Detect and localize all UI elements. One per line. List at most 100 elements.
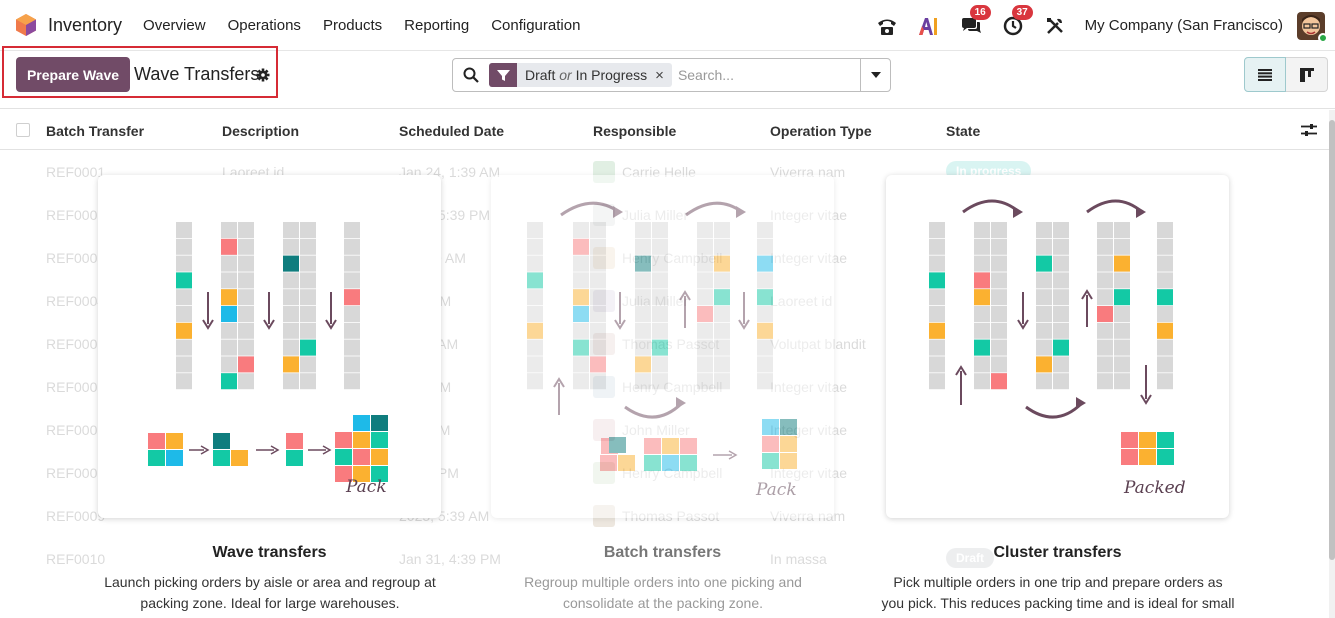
page-title: Wave Transfers [134,64,260,84]
col-scheduled-date[interactable]: Scheduled Date [399,123,505,139]
shelf-cell [652,356,668,373]
search-options-toggle[interactable] [860,59,890,91]
arrow-head-icon [1013,206,1023,218]
curved-arrow-icon [1025,401,1084,419]
shelf-cell [238,339,254,356]
caret-down-icon [870,72,881,78]
col-batch-transfer[interactable]: Batch Transfer [46,123,145,139]
item-box [1053,339,1069,356]
shelf-cell [1097,272,1113,289]
item-box [757,289,773,306]
shelf-cell [590,373,606,390]
scroll-thumb[interactable] [1329,120,1335,560]
shelf-cell [652,373,668,390]
arrow-head-icon [200,445,210,455]
shelf-cell [929,289,945,306]
shelf-cell [344,356,360,373]
company-switcher[interactable]: My Company (San Francisco) [1084,17,1283,34]
list-view-icon[interactable] [1244,57,1286,92]
search-icon[interactable] [463,67,479,83]
arrow-head-icon [738,319,750,330]
item-box [1114,289,1130,306]
arrow-head-icon [614,319,626,330]
shelf-cell [221,322,237,339]
shelf-cell [1097,356,1113,373]
shelf-cell [221,339,237,356]
item-box [590,356,606,373]
package-box [286,433,303,449]
batch-transfers-description: Regroup multiple orders into one picking… [463,572,863,614]
shelf-cell [974,238,990,255]
settings-sliders-icon[interactable] [1301,123,1317,137]
facet-value-draft: Draft [525,67,556,83]
package-box [644,455,661,471]
shelf-cell [176,255,192,272]
menu-operations[interactable]: Operations [227,16,301,34]
shelf-cell [1036,289,1052,306]
app-name[interactable]: Inventory [48,14,123,35]
clock-icon[interactable]: 37 [1001,4,1033,38]
shelf-cell [283,373,299,390]
col-responsible[interactable]: Responsible [593,123,677,139]
facet-or: or [559,67,572,83]
user-avatar[interactable] [1297,11,1328,43]
item-box [635,255,651,272]
shelf-cell [635,222,651,238]
menu-overview[interactable]: Overview [143,16,206,34]
shelf-cell [344,306,360,322]
ai-icon[interactable] [917,14,941,38]
menu-configuration[interactable]: Configuration [491,16,581,34]
shelf-cell [1114,238,1130,255]
shelf-cell [929,222,945,238]
package-box [148,433,165,449]
shelf-cell [757,339,773,356]
item-box [238,356,254,373]
shelf-cell [714,322,730,339]
select-all-checkbox[interactable] [16,123,30,137]
inventory-logo-icon[interactable] [14,13,38,37]
pack-caption: Pack [345,477,387,497]
col-operation-type[interactable]: Operation Type [770,123,872,139]
main-menu: Overview Operations Products Reporting C… [143,17,602,34]
shelf-cell [221,255,237,272]
cluster-transfers-description: Pick multiple orders in one trip and pre… [858,572,1258,614]
shelf-cell [527,222,543,238]
shelf-cell [757,272,773,289]
shelf-cell [176,289,192,306]
scrollbar[interactable] [1329,110,1335,618]
arrow-head-icon [270,445,280,455]
col-state[interactable]: State [946,123,981,139]
facet-text: Draft or In Progress [517,67,655,83]
facet-remove-button[interactable]: × [655,66,664,84]
shelf-cell [757,356,773,373]
kanban-view-icon[interactable] [1286,57,1328,92]
package-box [353,449,370,465]
gear-icon[interactable] [256,68,270,82]
package-box [353,432,370,448]
tools-icon[interactable] [1043,14,1067,38]
item-box [714,289,730,306]
shelf-cell [1114,356,1130,373]
package-box [600,455,617,471]
shelf-cell [635,373,651,390]
phone-icon[interactable] [875,14,899,38]
shelf-cell [1157,272,1173,289]
shelf-cell [300,289,316,306]
package-box [1121,449,1138,465]
package-box [780,453,797,469]
col-description[interactable]: Description [222,123,300,139]
prepare-wave-button[interactable]: Prepare Wave [16,57,130,92]
package-box [762,436,779,452]
filter-icon [489,63,517,87]
shelf-cell [929,255,945,272]
package-box [335,432,352,448]
shelf-cell [1157,222,1173,238]
messages-icon[interactable]: 16 [959,4,991,38]
menu-reporting[interactable]: Reporting [404,16,470,34]
shelf-cell [283,306,299,322]
item-box [573,238,589,255]
menu-products[interactable]: Products [322,16,383,34]
search-input[interactable] [677,67,848,83]
shelf-cell [1157,356,1173,373]
shelf-cell [1097,222,1113,238]
